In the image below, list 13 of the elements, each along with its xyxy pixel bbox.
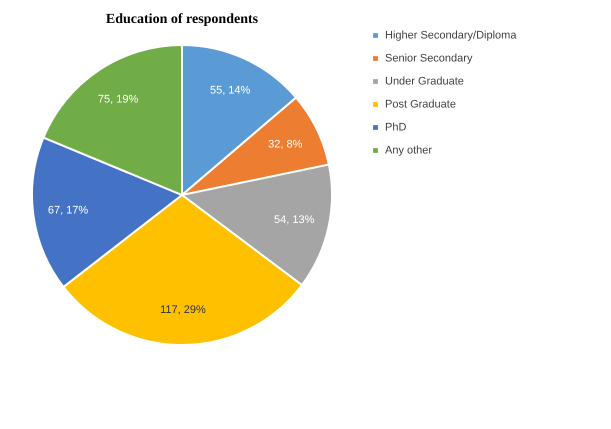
legend-label: PhD	[385, 122, 406, 134]
data-label: 32, 8%	[268, 138, 303, 150]
legend-label: Any other	[385, 144, 432, 156]
chart-title: Education of respondents	[106, 12, 259, 27]
data-label: 67, 17%	[48, 204, 88, 216]
data-label: 54, 13%	[274, 214, 315, 226]
legend-label: Higher Secondary/Diploma	[385, 30, 518, 42]
legend-label: Under Graduate	[385, 76, 464, 88]
legend-label: Post Graduate	[385, 98, 456, 110]
legend-label: Senior Secondary	[385, 52, 473, 64]
data-label: 75, 19%	[98, 93, 139, 106]
data-label: 55, 14%	[210, 84, 251, 97]
data-label: 117, 29%	[160, 304, 206, 316]
